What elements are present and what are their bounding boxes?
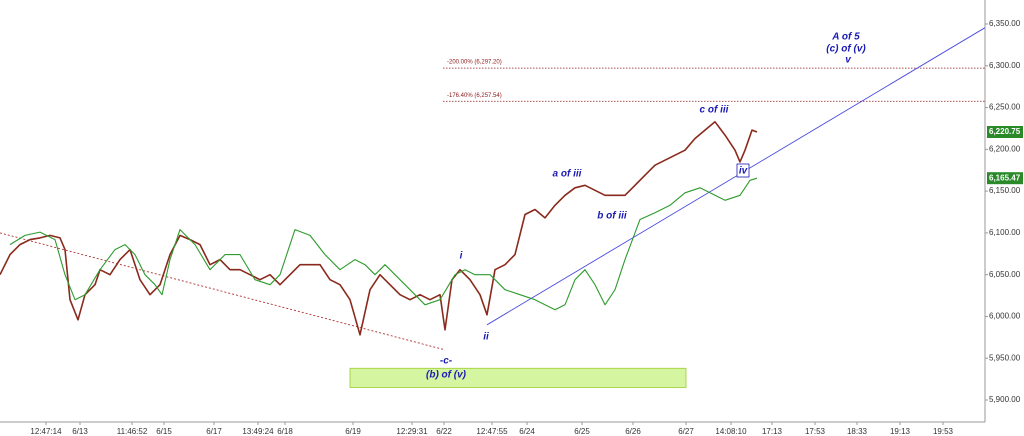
trend-line [0,232,446,351]
fib-label: -200.00% (6,297.20) [447,60,502,66]
y-tick-label: 6,100.00 [989,228,1021,237]
annotation: A of 5 [831,32,860,43]
x-tick-label: 17:53 [805,427,826,436]
x-tick-label: 6/27 [678,427,694,436]
annotation: ii [483,332,489,343]
fib-label: -176.40% (6,257.54) [447,93,502,99]
x-tick-label: 6/25 [574,427,590,436]
y-tick-label: 6,150.00 [989,186,1021,195]
price-label: 6,165.47 [989,173,1021,182]
price-label-box [987,172,1023,185]
trend-line [486,27,986,326]
x-tick-label: 6/24 [519,427,535,436]
price-label-box [987,126,1023,139]
x-tick-label: 12:29:31 [396,427,428,436]
x-tick-label: 11:46:52 [117,427,148,436]
price-label: 6,220.75 [989,127,1021,136]
annotation: (c) of (v) [826,44,866,55]
series-line [0,121,758,336]
annotation: v [845,55,852,66]
annotation: -c- [440,356,453,367]
y-tick-label: 6,250.00 [989,103,1021,112]
annotation: iv [739,166,749,177]
y-tick-label: 6,200.00 [989,144,1021,153]
annotation: b of iii [597,211,627,222]
y-tick-label: 6,050.00 [989,270,1021,279]
x-tick-label: 13:49:24 [242,427,274,436]
target-zone [349,367,687,388]
y-tick-label: 6,300.00 [989,61,1021,70]
annotation-box [736,163,750,178]
x-tick-label: 14:08:10 [715,427,747,436]
y-tick-label: 5,950.00 [989,353,1021,362]
y-tick-label: 5,900.00 [989,395,1021,404]
x-tick-label: 6/17 [206,427,222,436]
y-tick-label: 6,000.00 [989,312,1021,321]
x-tick-label: 6/22 [436,427,452,436]
x-tick-label: 12:47:55 [476,427,508,436]
annotation: c of iii [700,105,729,116]
x-tick-label: 6/13 [72,427,88,436]
x-tick-label: 12:47:14 [30,427,62,436]
x-tick-label: 6/15 [156,427,172,436]
x-tick-label: 17:13 [762,427,783,436]
series-line [9,177,758,311]
x-tick-label: 6/18 [277,427,293,436]
annotation: i [460,251,463,262]
annotation: (b) of (v) [426,370,467,381]
x-tick-label: 19:53 [933,427,954,436]
x-tick-label: 6/26 [625,427,641,436]
x-tick-label: 18:33 [847,427,868,436]
x-tick-label: 19:13 [890,427,911,436]
y-tick-label: 6,350.00 [989,19,1021,28]
annotation: a of iii [553,169,582,180]
x-tick-label: 6/19 [345,427,361,436]
